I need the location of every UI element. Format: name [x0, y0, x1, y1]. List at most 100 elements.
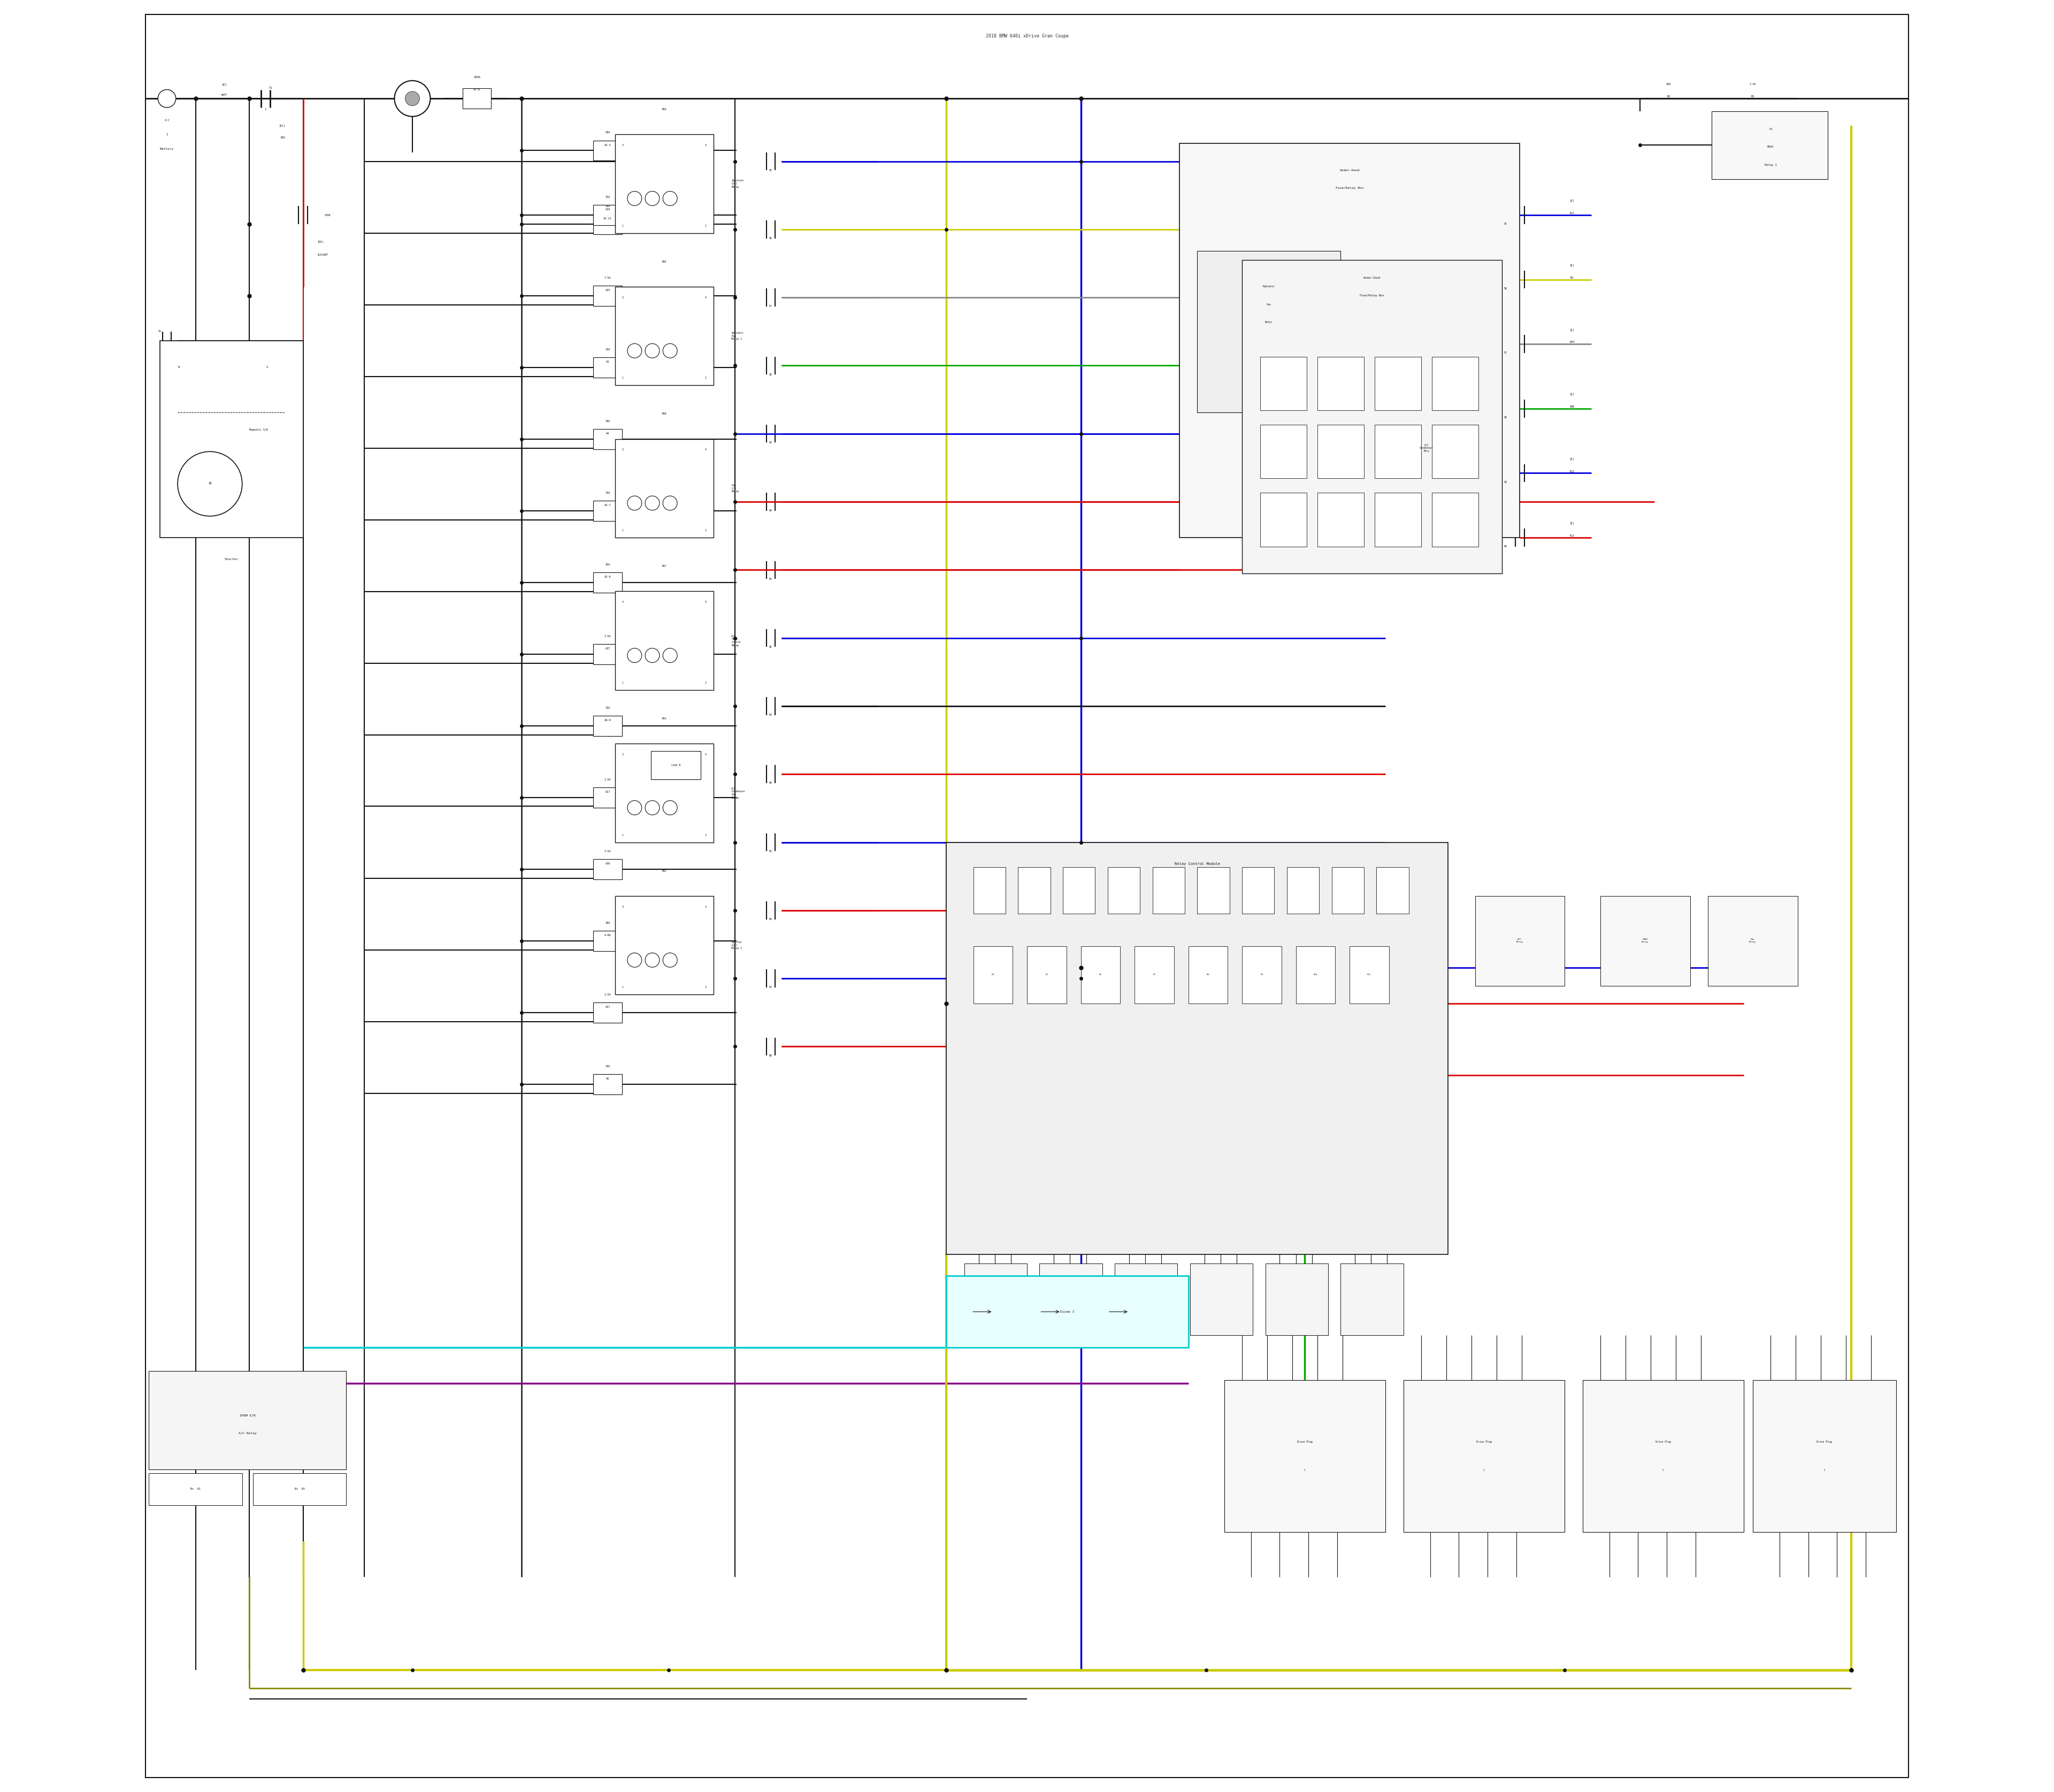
- Text: A25: A25: [606, 289, 610, 292]
- Bar: [594, 285, 622, 306]
- Text: A/C Relay: A/C Relay: [238, 1432, 257, 1435]
- Circle shape: [663, 801, 678, 815]
- Bar: [1376, 867, 1409, 914]
- Text: [E]: [E]: [1569, 199, 1575, 202]
- Text: B5: B5: [1752, 95, 1754, 99]
- Bar: [1374, 357, 1421, 410]
- Text: Fan
Relay: Fan Relay: [1750, 939, 1756, 943]
- Text: 56: 56: [768, 237, 772, 240]
- Text: L5: L5: [1768, 127, 1773, 131]
- Bar: [1432, 425, 1479, 478]
- Bar: [1179, 143, 1520, 538]
- Text: Drive Plug: Drive Plug: [1477, 1441, 1491, 1443]
- Text: [E]: [E]: [1569, 328, 1575, 332]
- Text: BLU: BLU: [1569, 211, 1575, 215]
- Bar: [1152, 867, 1185, 914]
- Bar: [947, 842, 1448, 1254]
- Text: 58: 58: [768, 373, 772, 376]
- Bar: [947, 1276, 1189, 1348]
- Bar: [594, 858, 622, 880]
- Text: Relay Control Module: Relay Control Module: [1175, 862, 1220, 866]
- Circle shape: [405, 91, 419, 106]
- Text: P8: P8: [1206, 973, 1210, 977]
- Bar: [614, 287, 713, 385]
- Text: [EE]: [EE]: [318, 240, 325, 244]
- Circle shape: [158, 90, 177, 108]
- Text: A17: A17: [606, 1005, 610, 1009]
- Text: P10: P10: [1313, 973, 1317, 977]
- Bar: [1752, 1380, 1896, 1532]
- Text: T1: T1: [269, 86, 273, 90]
- Text: 2.5A: 2.5A: [604, 634, 610, 638]
- Bar: [1475, 896, 1565, 986]
- Bar: [1039, 1263, 1103, 1335]
- Text: Drive Plug: Drive Plug: [1656, 1441, 1670, 1443]
- Text: [E]: [E]: [1569, 263, 1575, 267]
- Text: 30A: 30A: [606, 1064, 610, 1068]
- Text: 60: 60: [1504, 545, 1508, 548]
- Text: 40A: 40A: [606, 419, 610, 423]
- Bar: [594, 1073, 622, 1095]
- Bar: [160, 340, 304, 538]
- Circle shape: [645, 953, 659, 968]
- Text: A3: A3: [606, 360, 610, 364]
- Text: 2.5A: 2.5A: [604, 849, 610, 853]
- Bar: [594, 357, 622, 378]
- Text: [E]: [E]: [1569, 521, 1575, 525]
- Text: A26: A26: [606, 862, 610, 866]
- Bar: [594, 787, 622, 808]
- Bar: [1317, 425, 1364, 478]
- Bar: [150, 1371, 345, 1469]
- Text: T4: T4: [158, 330, 162, 333]
- Text: A1-6: A1-6: [472, 88, 481, 91]
- Text: A/C
Comp.
Clutch
Relay: A/C Comp. Clutch Relay: [731, 634, 741, 647]
- Text: 66: 66: [768, 918, 772, 921]
- Text: 55: 55: [1504, 222, 1508, 226]
- Text: [E]: [E]: [222, 82, 226, 86]
- Text: Under-Hood: Under-Hood: [1339, 168, 1360, 172]
- Text: 7.5A: 7.5A: [1750, 82, 1756, 86]
- Bar: [1582, 1380, 1744, 1532]
- Bar: [150, 1473, 242, 1505]
- Text: P11: P11: [1368, 973, 1372, 977]
- Text: [E]: [E]: [1569, 392, 1575, 396]
- Text: A/C
Relay: A/C Relay: [1516, 939, 1524, 943]
- Bar: [1134, 946, 1175, 1004]
- Bar: [594, 643, 622, 665]
- Text: 57: 57: [1504, 351, 1508, 355]
- Circle shape: [626, 192, 641, 206]
- Circle shape: [663, 496, 678, 511]
- Bar: [594, 500, 622, 521]
- Text: (+): (+): [164, 118, 170, 122]
- Bar: [1080, 946, 1119, 1004]
- Text: 59: 59: [768, 441, 772, 444]
- Bar: [1243, 260, 1501, 573]
- Bar: [1286, 867, 1319, 914]
- Bar: [651, 751, 700, 780]
- Bar: [1197, 867, 1230, 914]
- Bar: [614, 134, 713, 233]
- Text: GRN: GRN: [1569, 405, 1575, 409]
- Text: Battery: Battery: [160, 147, 175, 151]
- Text: 30A: 30A: [606, 491, 610, 495]
- Bar: [594, 1002, 622, 1023]
- Bar: [614, 439, 713, 538]
- Text: P6: P6: [1099, 973, 1101, 977]
- Bar: [1027, 946, 1066, 1004]
- Circle shape: [177, 452, 242, 516]
- Text: Fuse/Relay Box: Fuse/Relay Box: [1360, 294, 1384, 297]
- Bar: [594, 140, 622, 161]
- Text: M: M: [210, 482, 212, 486]
- Bar: [963, 1263, 1027, 1335]
- Bar: [1259, 357, 1306, 410]
- Text: Radiator
Fan
Relay 1: Radiator Fan Relay 1: [731, 332, 744, 340]
- Text: BLU: BLU: [1569, 470, 1575, 473]
- Text: A2-7: A2-7: [604, 504, 610, 507]
- Text: WHT: WHT: [222, 93, 226, 97]
- Bar: [1224, 1380, 1384, 1532]
- Bar: [1600, 896, 1690, 986]
- Text: A4: A4: [606, 432, 610, 435]
- Text: 20A: 20A: [606, 204, 610, 208]
- Text: M45: M45: [661, 260, 665, 263]
- Text: A-99: A-99: [604, 934, 610, 937]
